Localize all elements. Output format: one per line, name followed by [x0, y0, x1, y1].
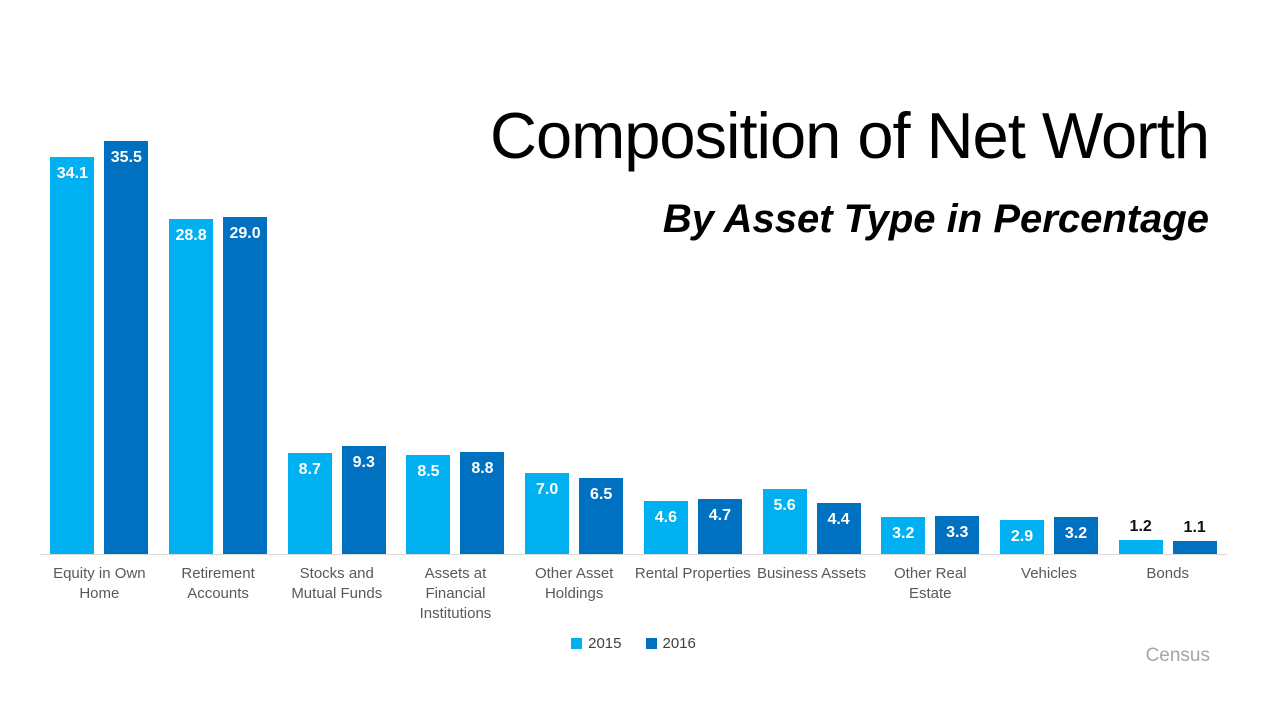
bar-value-label: 28.8	[175, 226, 207, 244]
category-label-other-asset-holdings: Other Asset Holdings	[534, 565, 614, 602]
bar-2015-retirement-accounts: 28.8	[169, 218, 214, 554]
bar-2015-stocks-and-mutual-funds: 8.7	[287, 452, 332, 554]
bar-2015-bonds: 1.2	[1118, 518, 1163, 554]
bar-group-equity-in-own-home: 34.1 35.5	[40, 141, 159, 554]
bar-group-rental-properties: 4.6 4.7	[634, 141, 753, 554]
chart-title: Composition of Net Worth	[490, 99, 1210, 172]
legend-label: 2015	[588, 635, 622, 652]
category-label-bonds: Bonds	[1146, 565, 1189, 582]
bar-2016-business-assets: 4.4	[816, 502, 861, 554]
chart-subtitle: By Asset Type in Percentage	[662, 197, 1209, 241]
legend-item-2015: 2015	[571, 635, 622, 652]
bar-value-label: 5.6	[773, 496, 796, 514]
bar-group-bonds: 1.2 1.1	[1108, 141, 1227, 554]
category-label-business-assets: Business Assets	[756, 565, 867, 582]
plot-area: 34.1 35.5 28.8 29.0 8.7 9.3 8.5 8.8 7.0 6.5 4.6 4.7…	[40, 141, 1227, 555]
legend-swatch-2016	[645, 638, 657, 649]
bar-2015-other-real-estate: 3.2	[881, 516, 926, 554]
bar-2016-stocks-and-mutual-funds: 9.3	[341, 445, 386, 554]
bar-group-stocks-and-mutual-funds: 8.7 9.3	[277, 141, 396, 554]
bar-2015-vehicles: 2.9	[999, 520, 1044, 554]
bar-value-label: 4.7	[708, 507, 731, 525]
bar-group-business-assets: 5.6 4.4	[752, 141, 871, 554]
bar-2016-other-asset-holdings: 6.5	[579, 478, 624, 554]
bar-2015-assets-at-financial-institutions: 8.5	[406, 455, 451, 554]
bar-2016-retirement-accounts: 29.0	[223, 216, 268, 554]
bar-group-other-asset-holdings: 7.0 6.5	[515, 141, 634, 554]
category-label-retirement-accounts: Retirement Accounts	[181, 565, 255, 602]
category-label-vehicles: Vehicles	[1021, 565, 1077, 582]
legend-label: 2016	[662, 635, 696, 652]
bar-2016-bonds: 1.1	[1172, 519, 1217, 554]
legend: 2015 2016	[40, 635, 1227, 652]
category-label-stocks-and-mutual-funds: Stocks and Mutual Funds	[291, 565, 383, 602]
legend-item-2016: 2016	[645, 635, 696, 652]
bar-value-label: 3.3	[946, 523, 969, 541]
bar-2016-vehicles: 3.2	[1053, 516, 1098, 554]
bar-value-label: 8.8	[471, 459, 494, 477]
category-label-rental-properties: Rental Properties	[634, 565, 751, 582]
bar-value-label: 1.2	[1129, 518, 1152, 535]
bar-2016-rental-properties: 4.7	[697, 499, 742, 554]
bar-value-label: 2.9	[1010, 528, 1034, 546]
bar-group-retirement-accounts: 28.8 29.0	[159, 141, 278, 554]
bar-2015-equity-in-own-home: 34.1	[50, 157, 95, 554]
bar-value-label: 3.2	[892, 524, 915, 542]
bar-2015-rental-properties: 4.6	[643, 500, 688, 554]
bar-2016-assets-at-financial-institutions: 8.8	[460, 451, 505, 554]
bar-2016-equity-in-own-home: 35.5	[104, 141, 149, 554]
bar-group-other-real-estate: 3.2 3.3	[871, 141, 990, 554]
bar-chart: 34.1 35.5 28.8 29.0 8.7 9.3 8.5 8.8 7.0 6.5 4.6 4.7…	[40, 141, 1227, 652]
bar-2015-business-assets: 5.6	[762, 488, 807, 554]
bar-value-label: 29.0	[229, 224, 261, 242]
title-block: Composition of Net Worth By Asset Type i…	[490, 99, 1210, 241]
bar-value-label: 7.0	[536, 480, 559, 498]
source-label: Census	[1145, 645, 1210, 666]
bar-2016-other-real-estate: 3.3	[935, 515, 980, 554]
bar-value-label: 8.5	[417, 463, 440, 481]
bar-2015-other-asset-holdings: 7.0	[525, 472, 570, 554]
bar-value-label: 34.1	[56, 165, 88, 183]
bar-value-label: 4.4	[827, 510, 850, 528]
bar-value-label: 3.2	[1064, 524, 1088, 542]
category-label-other-real-estate: Other Real Estate	[894, 565, 967, 602]
legend-swatch-2015	[571, 638, 583, 649]
bar-group-assets-at-financial-institutions: 8.5 8.8	[396, 141, 515, 554]
category-label-equity-in-own-home: Equity in Own Home	[53, 565, 146, 602]
bar-group-vehicles: 2.9 3.2	[990, 141, 1109, 554]
category-axis: Equity in Own Home Retirement Accounts Stock…	[40, 564, 1227, 624]
bar-value-label: 6.5	[590, 486, 613, 504]
bar-value-label: 1.1	[1183, 519, 1206, 537]
bar-value-label: 4.6	[654, 508, 677, 526]
category-label-assets-at-financial-institutions: Assets at Financial Institutions	[419, 565, 492, 622]
bar-value-label: 9.3	[352, 453, 375, 471]
bar-value-label: 8.7	[298, 460, 321, 478]
bar-value-label: 35.5	[110, 149, 142, 166]
